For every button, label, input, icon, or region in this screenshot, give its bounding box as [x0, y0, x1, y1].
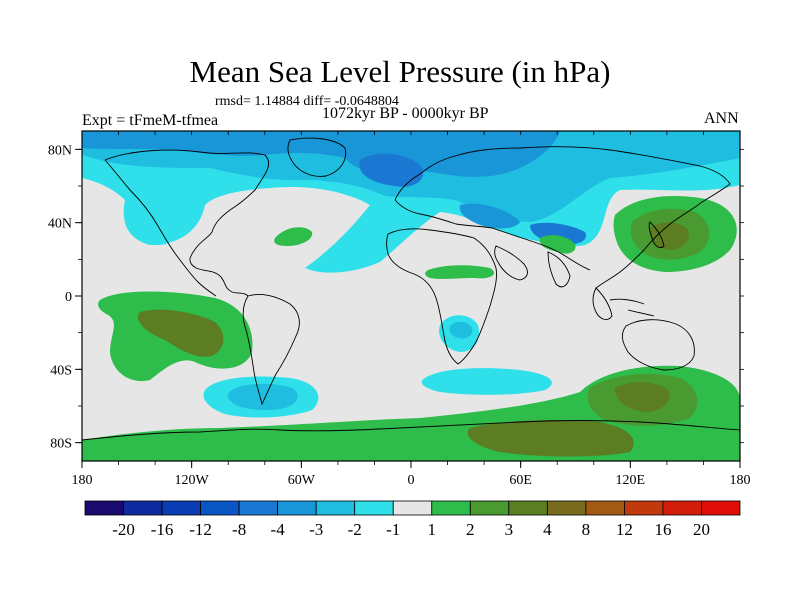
y-tick-label: 80S [50, 437, 72, 452]
north-atlantic-high [274, 227, 313, 246]
north-africa-high [425, 265, 495, 279]
stats-subtitle: rmsd= 1.14884 diff= -0.0648804 [215, 94, 399, 109]
coast-africa [386, 228, 497, 365]
map-panel [82, 131, 740, 461]
negative-anomaly-areas [82, 131, 740, 418]
central-asia-low [459, 203, 520, 229]
coast-europe-south [394, 199, 591, 271]
colorbar-swatch [354, 500, 394, 516]
colorbar-label: -8 [232, 520, 246, 539]
experiment-label: Expt = tFmeM-tfmea [82, 112, 219, 129]
colorbar-label: -3 [309, 520, 323, 539]
coast-greenland [287, 137, 347, 177]
x-tick-label: 120W [175, 473, 210, 488]
colorbar-swatch [277, 500, 317, 516]
colorbar-label: 20 [693, 520, 710, 539]
colorbar-swatch [123, 500, 163, 516]
colorbar-swatch [200, 500, 240, 516]
coast-australia [621, 319, 695, 371]
north-atlantic-low [82, 131, 560, 177]
atlantic-west-low [138, 216, 181, 246]
colorbar-swatch [624, 500, 664, 516]
season-label: ANN [704, 110, 739, 127]
coast-south-america [242, 293, 300, 406]
antarctic-high [467, 420, 634, 457]
coastlines [82, 137, 740, 441]
coast-antarctica [82, 420, 740, 441]
y-tick-label: 40S [50, 363, 72, 378]
coast-southeast-asia [592, 287, 613, 320]
x-tick-label: 60W [288, 473, 316, 488]
siberian-low [359, 153, 424, 187]
y-tick-label: 40N [48, 217, 72, 232]
coast-arabia [494, 245, 528, 281]
colorbar: -20 -16 -12 -8 -4 -3 -2 -1 1 2 3 4 8 12 16 20 [84, 500, 741, 539]
colorbar-label: -4 [271, 520, 286, 539]
west-pacific-center [649, 222, 690, 250]
colorbar-label: 4 [543, 520, 552, 539]
colorbar-label: 1 [428, 520, 437, 539]
coast-indonesia [609, 298, 655, 317]
colorbar-label: -1 [386, 520, 400, 539]
southern-africa-core [449, 321, 473, 339]
colorbar-swatch [392, 500, 433, 516]
x-axis-ticks: 180 120W 60W 0 60E 120E 180 [72, 131, 751, 488]
colorbar-swatch [662, 500, 702, 516]
y-axis-ticks: 80N 40N 0 40S 80S [48, 143, 744, 452]
plot-title: Mean Sea Level Pressure (in hPa) [189, 54, 611, 89]
positive-anomaly-areas [82, 195, 740, 461]
x-tick-label: 120E [616, 473, 646, 488]
colorbar-label: -2 [348, 520, 362, 539]
coast-north-america-west [104, 159, 217, 297]
y-tick-label: 80N [48, 143, 72, 158]
coast-eurasia [394, 146, 731, 289]
colorbar-swatch [84, 500, 124, 516]
y-tick-label: 0 [65, 290, 72, 305]
colorbar-label: 2 [466, 520, 475, 539]
colorbar-swatch [161, 500, 201, 516]
x-tick-label: 180 [72, 473, 93, 488]
colorbar-label: 3 [505, 520, 514, 539]
colorbar-label: 16 [654, 520, 671, 539]
colorbar-swatch [431, 500, 471, 516]
colorbar-swatch [508, 500, 548, 516]
colorbar-label: 12 [616, 520, 633, 539]
south-atlantic-low [421, 368, 552, 395]
period-subtitle: 1072kyr BP - 0000kyr BP [322, 105, 489, 122]
x-tick-label: 180 [730, 473, 751, 488]
colorbar-swatch [701, 500, 741, 516]
colorbar-swatch [315, 500, 356, 516]
indian-ocean-center [614, 382, 670, 412]
colorbar-swatch [469, 500, 510, 516]
colorbar-swatch [546, 500, 587, 516]
colorbar-swatch [238, 500, 279, 516]
coast-india [547, 251, 571, 288]
colorbar-label: -20 [112, 520, 135, 539]
coast-north-america [104, 149, 270, 297]
colorbar-swatch [585, 500, 625, 516]
colorbar-label: -16 [151, 520, 174, 539]
x-tick-label: 60E [509, 473, 532, 488]
south-asia-high [539, 235, 576, 254]
colorbar-label: -12 [189, 520, 212, 539]
pacific-high-core [138, 309, 224, 357]
colorbar-label: 8 [582, 520, 591, 539]
drake-passage-core [227, 383, 298, 411]
x-tick-label: 0 [408, 473, 415, 488]
coast-japan [648, 221, 665, 249]
